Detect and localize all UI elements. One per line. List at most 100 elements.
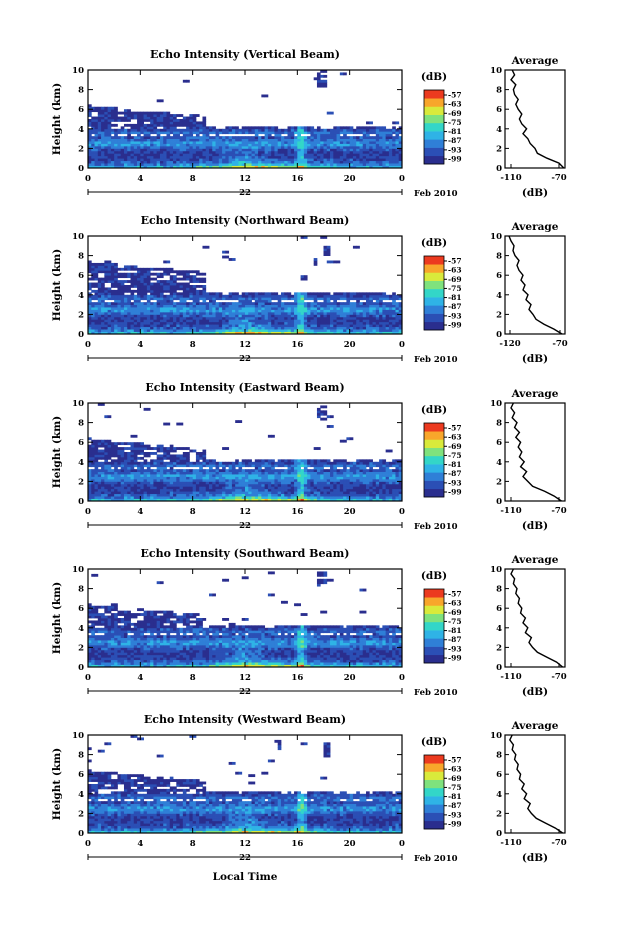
heatmap-cell — [159, 163, 164, 166]
heatmap-cell — [320, 153, 324, 157]
heatmap-cell — [159, 138, 164, 142]
heatmap-cell — [225, 155, 230, 159]
heatmap-cell — [117, 471, 122, 475]
heatmap-cell — [114, 474, 118, 477]
heatmap-cell — [254, 153, 259, 157]
profile-y-tick-label: 0 — [496, 330, 502, 340]
colorbar-tick-label: -69 — [448, 275, 462, 284]
heatmap-cell — [130, 442, 135, 446]
heatmap-cell — [277, 141, 282, 144]
heatmap-cell — [280, 311, 285, 315]
heatmap-cell — [261, 307, 266, 310]
heatmap-cell — [150, 486, 154, 490]
heatmap-cell — [169, 299, 174, 303]
heatmap-cell — [140, 442, 144, 446]
heatmap-cell — [133, 434, 138, 438]
heatmap-cell — [349, 155, 354, 159]
heatmap-cell — [182, 331, 187, 335]
heatmap-cell — [150, 277, 154, 281]
heatmap-cell — [88, 287, 92, 291]
heatmap-cell — [382, 292, 387, 296]
heatmap-cell — [369, 153, 373, 157]
heatmap-cell — [94, 471, 99, 475]
heatmap-cell — [153, 121, 158, 125]
heatmap-cell — [137, 319, 141, 323]
heatmap-cell — [123, 447, 128, 450]
heatmap-cell — [297, 150, 301, 154]
heatmap-cell — [349, 148, 354, 152]
heatmap-cell — [166, 422, 171, 426]
heatmap-cell — [303, 319, 308, 323]
heatmap-cell — [182, 309, 187, 313]
heatmap-cell — [173, 311, 177, 315]
heatmap-cell — [110, 316, 115, 320]
heatmap-cell — [153, 138, 158, 142]
heatmap-cell — [267, 126, 272, 130]
heatmap-cell — [91, 109, 95, 113]
heatmap-cell — [231, 145, 236, 149]
heatmap-cell — [287, 297, 292, 301]
heatmap-cell — [104, 294, 109, 298]
heatmap-cell — [94, 456, 99, 460]
heatmap-cell — [375, 321, 380, 325]
heatmap-cell — [101, 474, 105, 477]
heatmap-cell — [169, 287, 174, 291]
heatmap-cell — [267, 133, 272, 137]
heatmap-cell — [218, 474, 223, 477]
heatmap-cell — [362, 150, 367, 154]
heatmap-cell — [294, 141, 298, 144]
heatmap-cell — [94, 466, 99, 470]
heatmap-cell — [212, 483, 216, 487]
heatmap-cell — [104, 160, 109, 164]
colorbar-tick-label: -87 — [448, 302, 462, 311]
heatmap-cell — [251, 126, 256, 130]
heatmap-cell — [261, 461, 266, 465]
heatmap-cell — [333, 297, 337, 301]
heatmap-cell — [235, 420, 239, 423]
heatmap-cell — [140, 150, 144, 154]
heatmap-cell — [287, 292, 292, 296]
heatmap-cell — [333, 153, 337, 157]
heatmap-cell — [97, 496, 102, 499]
heatmap-cell — [156, 128, 161, 132]
heatmap-cell — [104, 121, 109, 125]
heatmap-cell — [356, 153, 360, 157]
colorbar-segment — [424, 106, 444, 115]
heatmap-cell — [88, 285, 92, 288]
heatmap-cell — [189, 493, 194, 497]
heatmap-cell — [251, 461, 256, 465]
heatmap-cell — [209, 126, 213, 130]
heatmap-cell — [110, 282, 115, 286]
heatmap-cell — [182, 304, 187, 308]
heatmap-cell — [395, 141, 400, 144]
heatmap-cell — [199, 454, 203, 458]
heatmap-cell — [140, 153, 144, 157]
heatmap-cell — [218, 329, 223, 332]
heatmap-cell — [140, 309, 144, 313]
heatmap-cell — [88, 104, 92, 108]
heatmap-cell — [379, 294, 383, 298]
heatmap-cell — [199, 493, 203, 497]
heatmap-cell — [123, 476, 128, 480]
heatmap-cell — [146, 331, 151, 335]
heatmap-cell — [362, 319, 367, 323]
heatmap-cell — [228, 165, 233, 169]
heatmap-cell — [280, 128, 285, 132]
heatmap-cell — [146, 461, 151, 465]
heatmap-cell — [166, 148, 171, 152]
heatmap-cell — [297, 331, 301, 335]
heatmap-cell — [166, 121, 171, 125]
heatmap-cell — [107, 415, 112, 419]
heatmap-cell — [385, 321, 390, 325]
heatmap-cell — [166, 488, 171, 492]
heatmap-cell — [274, 321, 279, 325]
heatmap-cell — [215, 476, 220, 480]
heatmap-cell — [326, 253, 331, 256]
heatmap-cell — [94, 449, 99, 453]
heatmap-cell — [123, 143, 128, 147]
heatmap-cell — [388, 158, 393, 162]
heatmap-cell — [245, 299, 249, 303]
heatmap-cell — [287, 141, 292, 144]
heatmap-cell — [248, 486, 252, 490]
heatmap-cell — [169, 469, 174, 472]
